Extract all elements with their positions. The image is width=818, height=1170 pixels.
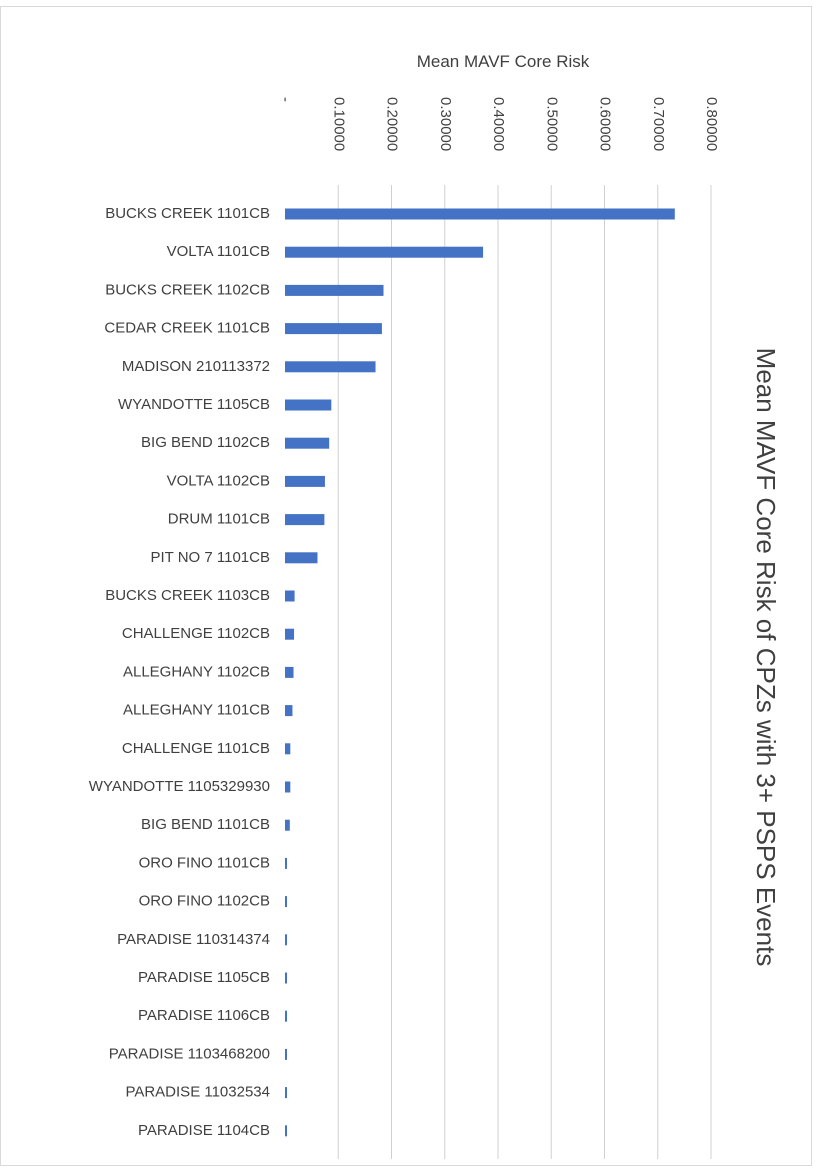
bar <box>285 323 382 335</box>
bar <box>285 1048 287 1060</box>
bar <box>285 1125 287 1137</box>
chart-title: Mean MAVF Core Risk of CPZs with 3+ PSPS… <box>751 348 781 967</box>
x-tick-label: - <box>277 97 294 102</box>
category-label: PARADISE 1105CB <box>138 969 270 986</box>
bar <box>285 1010 287 1022</box>
category-label: ALLEGHANY 1101CB <box>123 702 270 719</box>
category-label: PARADISE 1103468200 <box>109 1045 270 1062</box>
category-label: CHALLENGE 1101CB <box>122 740 270 757</box>
bar <box>285 896 287 908</box>
category-label: BUCKS CREEK 1102CB <box>105 281 270 298</box>
category-label: PARADISE 1106CB <box>138 1007 270 1024</box>
bar <box>285 857 287 869</box>
x-tick-label: 0.10000 <box>330 97 347 151</box>
bar <box>285 590 295 602</box>
category-label: CEDAR CREEK 1101CB <box>104 320 270 337</box>
category-label: WYANDOTTE 1105CB <box>118 396 270 413</box>
bar <box>285 399 332 411</box>
x-tick-label: 0.80000 <box>703 97 720 151</box>
bar <box>285 743 291 755</box>
bar <box>285 819 290 831</box>
category-label: VOLTA 1101CB <box>167 243 270 260</box>
category-label: PARADISE 11032534 <box>125 1084 270 1101</box>
bar <box>285 666 294 678</box>
bar <box>285 514 325 526</box>
category-label: PARADISE 110314374 <box>117 931 270 948</box>
category-label: ORO FINO 1102CB <box>139 893 270 910</box>
x-axis-ticks: - 0.10000 0.20000 0.30000 0.40000 0.50000 0.60… <box>277 97 720 151</box>
bar <box>285 552 318 564</box>
bar <box>285 781 291 793</box>
category-label: PIT NO 7 1101CB <box>150 549 270 566</box>
category-label: BUCKS CREEK 1103CB <box>105 587 270 604</box>
category-label: VOLTA 1102CB <box>167 472 270 489</box>
bar <box>285 208 675 220</box>
bar <box>285 972 287 984</box>
x-tick-label: 0.30000 <box>437 97 454 151</box>
chart-frame: - 0.10000 0.20000 0.30000 0.40000 0.50000 0.60… <box>0 6 812 1166</box>
gridlines <box>337 185 712 1159</box>
bar <box>285 705 293 717</box>
bar <box>285 475 325 487</box>
bar <box>285 361 376 373</box>
x-tick-label: 0.60000 <box>597 97 614 151</box>
bar <box>285 1087 287 1099</box>
category-label: ORO FINO 1101CB <box>139 854 270 871</box>
category-label: DRUM 1101CB <box>168 511 270 528</box>
category-label: WYANDOTTE 1105329930 <box>89 778 270 795</box>
category-label: PARADISE 1104CB <box>138 1122 270 1139</box>
x-axis-title: Mean MAVF Core Risk <box>417 52 590 71</box>
category-label: MADISON 210113372 <box>122 358 270 375</box>
bar <box>285 437 330 449</box>
bar <box>285 628 295 640</box>
category-label: ALLEGHANY 1102CB <box>123 663 270 680</box>
bar <box>285 246 484 258</box>
category-label: BIG BEND 1101CB <box>141 816 270 833</box>
category-label: BIG BEND 1102CB <box>141 434 270 451</box>
category-label: CHALLENGE 1102CB <box>122 625 270 642</box>
chart-area: - 0.10000 0.20000 0.30000 0.40000 0.50000 0.60… <box>89 52 781 1159</box>
x-tick-label: 0.50000 <box>543 97 560 151</box>
category-label: BUCKS CREEK 1101CB <box>105 205 270 222</box>
x-tick-label: 0.40000 <box>490 97 507 151</box>
x-tick-label: 0.20000 <box>384 97 401 151</box>
bar <box>285 934 287 946</box>
category-labels: BUCKS CREEK 1101CB VOLTA 1101CB BUCKS CREE… <box>89 205 270 1139</box>
bar <box>285 284 384 296</box>
x-tick-label: 0.70000 <box>650 97 667 151</box>
bars <box>285 208 675 1137</box>
